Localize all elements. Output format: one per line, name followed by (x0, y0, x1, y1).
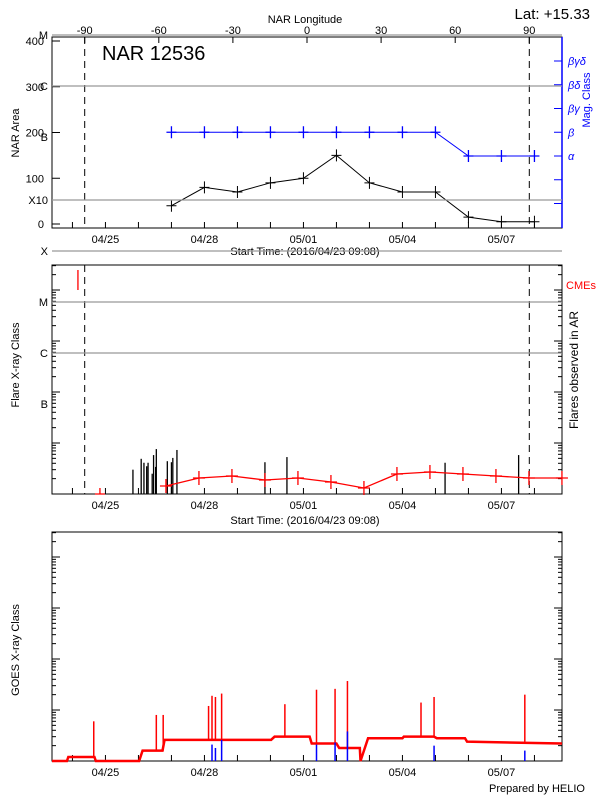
flare-count-point (456, 467, 469, 481)
mag-class-tick-label: βγδ (567, 56, 587, 68)
y-tick-label: 400 (26, 36, 44, 48)
flare-count-point (225, 469, 238, 483)
mag-class-point (298, 126, 309, 139)
panel1-ylabel: NAR Area (10, 108, 22, 158)
mag-class-tick-label: βγ (567, 104, 581, 116)
top-tick-label: -90 (77, 25, 93, 37)
top-axis-title: NAR Longitude (268, 14, 343, 26)
mag-class-point (529, 150, 540, 162)
flare-count-point (390, 467, 403, 481)
panel2-xlabel: Start Time: (2016/04/23 09:08) (230, 515, 379, 527)
flare-count-point (489, 469, 502, 483)
panel2-frame (51, 264, 563, 495)
y-tick-label: X10 (28, 195, 48, 207)
area-point (166, 199, 177, 212)
flare-count-point (258, 473, 271, 487)
mag-class-tick-label: βδ (567, 80, 581, 92)
top-tick-label: 0 (304, 25, 310, 37)
area-point (463, 211, 474, 224)
mag-class-point (463, 150, 474, 162)
x-tick-label: 04/25 (92, 234, 120, 246)
x-tick-label: 05/07 (488, 234, 516, 246)
mag-class-point (166, 126, 177, 139)
area-line (171, 154, 535, 223)
top-tick-label: 90 (523, 25, 535, 37)
y-tick-label: 300 (26, 82, 44, 94)
x-tick-label: 05/04 (389, 234, 417, 246)
flare-count-point (94, 488, 105, 495)
x-tick-label: 04/28 (191, 234, 219, 246)
panel3-ylabel: GOES X-ray Class (10, 604, 22, 696)
y-tick-label: M (39, 297, 48, 309)
latitude-label: Lat: +15.33 (515, 6, 590, 23)
area-point (529, 215, 540, 228)
top-tick-label: 60 (449, 25, 461, 37)
mag-class-point (331, 126, 342, 139)
top-tick-label: -60 (151, 25, 167, 37)
top-tick-label: -30 (225, 25, 241, 37)
y-tick-label: X (41, 246, 49, 258)
x-tick-label: 05/07 (488, 500, 516, 512)
footer-credit: Prepared by HELIO (489, 783, 585, 795)
y-tick-label: 200 (26, 128, 44, 140)
area-point (397, 185, 408, 198)
x-tick-label: 04/25 (92, 767, 120, 779)
flare-count-point (159, 479, 172, 493)
area-point (331, 149, 342, 162)
mag-class-point (397, 126, 408, 139)
cme-label: CMEs (566, 280, 596, 292)
x-tick-label: 05/01 (290, 500, 318, 512)
mag-class-point (496, 150, 507, 162)
x-tick-label: 05/07 (488, 767, 516, 779)
area-point (430, 185, 441, 198)
area-point (199, 181, 210, 194)
flare-count-point (192, 471, 205, 485)
mag-class-point (364, 126, 375, 139)
mag-class-tick-label: β (567, 127, 575, 139)
x-tick-label: 04/28 (191, 500, 219, 512)
x-tick-label: 05/01 (290, 767, 318, 779)
panel2-ylabel: Flare X-ray Class (10, 322, 22, 407)
flare-count-point (324, 475, 337, 489)
chart-title: NAR 12536 (102, 43, 205, 65)
mag-class-point (232, 126, 243, 139)
y-tick-label: M (39, 30, 48, 42)
panel3-frame (51, 531, 563, 762)
y-tick-label: B (41, 132, 48, 144)
y-tick-label: 100 (26, 173, 44, 185)
mag-class-point (265, 126, 276, 139)
mag-class-line (171, 131, 535, 157)
goes-flux-line (52, 735, 562, 763)
panel1-xlabel: Start Time: (2016/04/23 09:08) (230, 246, 379, 258)
area-point (496, 215, 507, 228)
y-tick-label: C (40, 81, 48, 93)
x-tick-label: 04/28 (191, 767, 219, 779)
x-tick-label: 04/25 (92, 500, 120, 512)
area-point (298, 172, 309, 185)
top-tick-label: 30 (375, 25, 387, 37)
x-tick-label: 05/04 (389, 767, 417, 779)
x-tick-label: 05/01 (290, 234, 318, 246)
y-tick-label: C (40, 348, 48, 360)
panel2-y2label: Flares observed in AR (567, 311, 581, 429)
mag-class-point (199, 126, 210, 139)
y-tick-label: B (41, 399, 48, 411)
panel1-y2label: Mag. Class (581, 72, 593, 128)
mag-class-point (430, 126, 441, 139)
flare-count-point (522, 471, 535, 485)
flare-count-point (423, 465, 436, 479)
y-tick-label: 0 (38, 219, 44, 231)
area-point (364, 176, 375, 189)
x-tick-label: 05/04 (389, 500, 417, 512)
area-point (265, 176, 276, 189)
flare-count-point (357, 481, 370, 495)
mag-class-tick-label: α (568, 151, 575, 163)
flare-count-point (291, 471, 304, 485)
flare-count-point (555, 471, 568, 485)
area-point (232, 185, 243, 198)
